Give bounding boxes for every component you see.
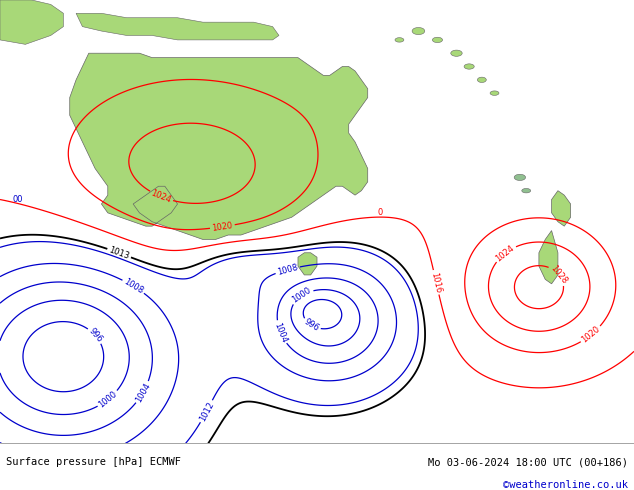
Text: 1020: 1020 [211,221,233,233]
Text: 996: 996 [87,326,104,344]
Text: 1028: 1028 [548,264,569,286]
Text: ©weatheronline.co.uk: ©weatheronline.co.uk [503,480,628,490]
Text: 1012: 1012 [198,400,216,423]
Ellipse shape [464,64,474,69]
Polygon shape [0,0,63,44]
Polygon shape [539,231,558,284]
Text: 00: 00 [13,195,23,204]
Text: 1008: 1008 [276,263,299,277]
Text: 0: 0 [378,208,383,218]
Ellipse shape [490,91,499,96]
Polygon shape [70,53,368,240]
Text: 1013: 1013 [108,245,131,261]
Text: 1000: 1000 [290,286,313,305]
Polygon shape [76,13,279,40]
Polygon shape [552,191,571,226]
Text: Mo 03-06-2024 18:00 UTC (00+186): Mo 03-06-2024 18:00 UTC (00+186) [428,457,628,467]
Text: 1008: 1008 [122,277,145,295]
Ellipse shape [395,38,404,42]
Polygon shape [298,253,317,275]
Text: 1000: 1000 [97,389,119,409]
Text: 1024: 1024 [495,243,516,263]
Ellipse shape [432,37,443,43]
Ellipse shape [412,27,425,35]
Text: 1004: 1004 [134,381,152,404]
Ellipse shape [477,77,486,82]
Text: Surface pressure [hPa] ECMWF: Surface pressure [hPa] ECMWF [6,457,181,467]
Text: 996: 996 [302,318,321,333]
Text: 1024: 1024 [150,189,172,205]
Text: 1016: 1016 [429,271,443,294]
Ellipse shape [522,189,531,193]
Ellipse shape [451,50,462,56]
Text: 1020: 1020 [580,324,602,345]
Text: 1004: 1004 [273,321,288,343]
Ellipse shape [514,174,526,180]
